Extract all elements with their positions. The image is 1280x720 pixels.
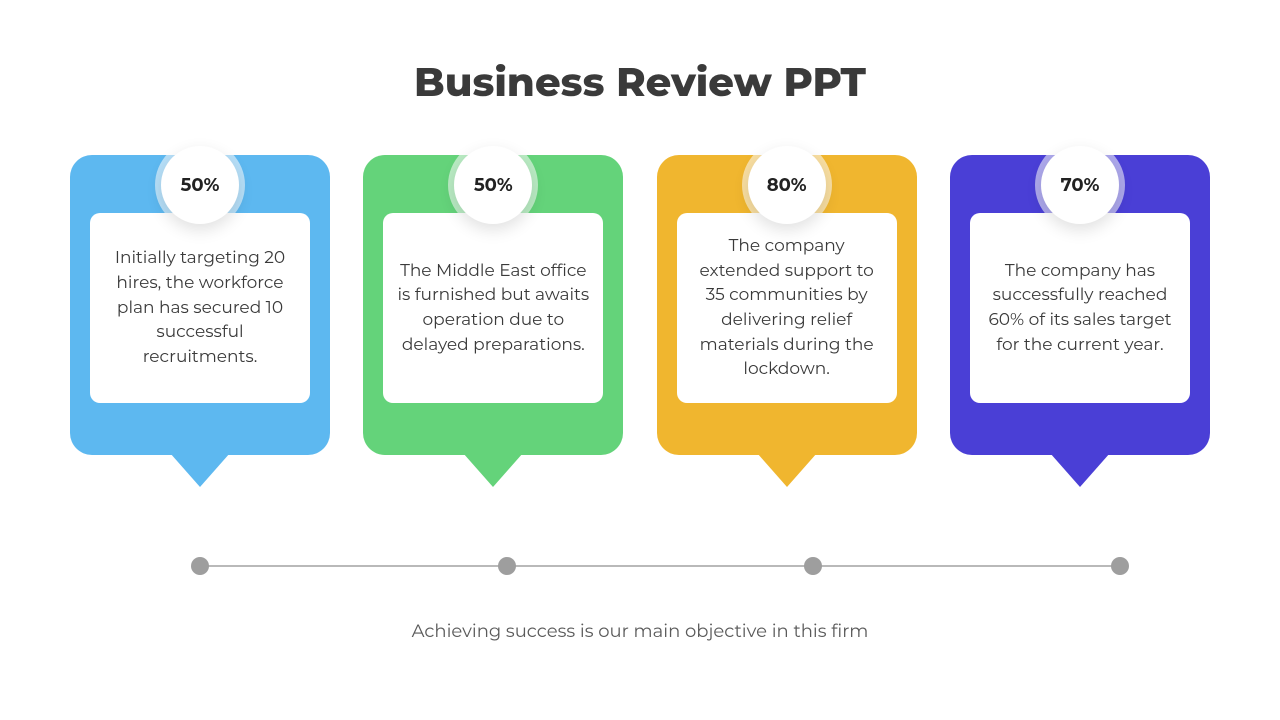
card-3-body: 80% The company extended support to 35 c… [657, 155, 917, 455]
timeline-dot-2 [498, 557, 516, 575]
card-1-badge: 50% [161, 146, 239, 224]
page-title: Business Review PPT [0, 58, 1280, 107]
timeline-dot-4 [1111, 557, 1129, 575]
card-1-text: Initially targeting 20 hires, the workfo… [90, 213, 310, 403]
card-3-arrow [757, 453, 817, 487]
timeline-line [200, 565, 1120, 567]
card-1-body: 50% Initially targeting 20 hires, the wo… [70, 155, 330, 455]
card-4-badge: 70% [1041, 146, 1119, 224]
caption: Achieving success is our main objective … [0, 620, 1280, 642]
card-3: 80% The company extended support to 35 c… [657, 155, 917, 455]
card-2-badge: 50% [454, 146, 532, 224]
card-2: 50% The Middle East office is furnished … [363, 155, 623, 455]
card-1-arrow [170, 453, 230, 487]
card-2-body: 50% The Middle East office is furnished … [363, 155, 623, 455]
card-1: 50% Initially targeting 20 hires, the wo… [70, 155, 330, 455]
card-4: 70% The company has successfully reached… [950, 155, 1210, 455]
card-3-badge: 80% [748, 146, 826, 224]
card-4-arrow [1050, 453, 1110, 487]
card-3-text: The company extended support to 35 commu… [677, 213, 897, 403]
timeline-dot-1 [191, 557, 209, 575]
card-2-text: The Middle East office is furnished but … [383, 213, 603, 403]
card-2-arrow [463, 453, 523, 487]
cards-row: 50% Initially targeting 20 hires, the wo… [70, 155, 1210, 455]
card-4-body: 70% The company has successfully reached… [950, 155, 1210, 455]
card-4-text: The company has successfully reached 60%… [970, 213, 1190, 403]
timeline-dot-3 [804, 557, 822, 575]
